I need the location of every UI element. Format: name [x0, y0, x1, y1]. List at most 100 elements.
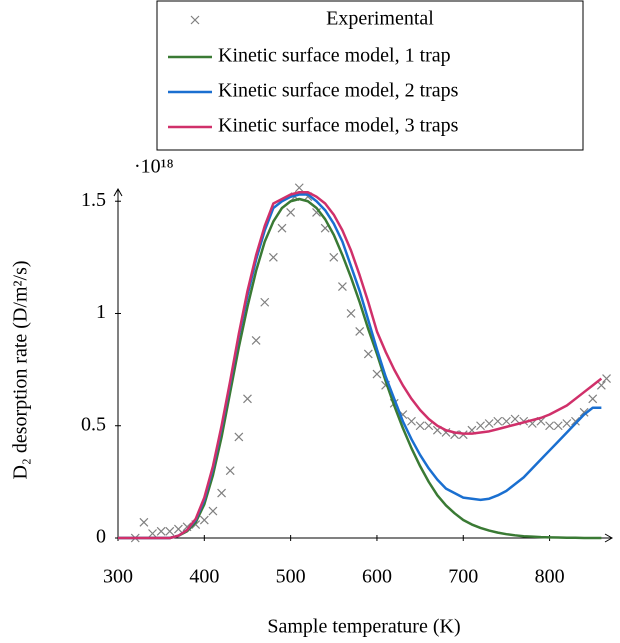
y-axis-arrow [113, 187, 123, 197]
x-tick-label: 400 [189, 566, 219, 588]
scatter-point [363, 349, 373, 359]
cross [588, 394, 598, 404]
scatter-point [407, 416, 416, 426]
x-tick-label: 700 [448, 566, 478, 588]
legend-label: Kinetic surface model, 3 traps [218, 115, 459, 137]
scatter-point [484, 419, 494, 428]
scatter-point [286, 208, 296, 217]
x-tick-label: 500 [276, 566, 306, 588]
cross [424, 421, 434, 431]
cross [346, 309, 356, 318]
cross [493, 416, 503, 426]
scatter-point [148, 529, 157, 538]
cross [602, 374, 611, 384]
x-tick-label: 800 [535, 566, 565, 588]
scatter-point [355, 327, 365, 336]
scatter-point [243, 394, 252, 404]
cross [225, 466, 235, 476]
cross [407, 416, 416, 426]
cross [484, 419, 494, 428]
legend-label: Experimental [326, 8, 434, 30]
scatter-point [553, 421, 563, 431]
cross [545, 421, 555, 431]
y-axis-label: D₂ desorption rate (D/m²/s) [10, 260, 32, 479]
x-axis-arrow [604, 533, 614, 543]
scatter-point [562, 419, 572, 428]
cross [329, 252, 339, 262]
scatter-point [190, 15, 200, 25]
scatter-point [156, 526, 166, 536]
scatter-point [493, 416, 503, 426]
cross [173, 524, 183, 534]
scatter-point [234, 432, 244, 442]
cross [208, 506, 218, 516]
cross [139, 517, 149, 527]
cross [571, 416, 580, 426]
cross [337, 282, 347, 291]
line-series [118, 191, 603, 540]
scatter-point [596, 380, 606, 390]
cross [148, 529, 157, 538]
y-tick-label: 0 [96, 526, 106, 548]
cross [372, 369, 382, 379]
scatter-point [225, 466, 235, 476]
scatter-point [199, 515, 209, 525]
scatter-point [545, 421, 555, 431]
scatter-point [277, 223, 287, 233]
scatter-point [208, 506, 218, 516]
x-tick-label: 600 [362, 566, 392, 588]
cross [476, 421, 485, 431]
scatter-point [139, 517, 149, 527]
cross [355, 327, 365, 336]
y-tick-label: 1 [96, 301, 106, 323]
cross [217, 488, 227, 498]
cross [156, 526, 166, 536]
scatter-point [337, 282, 347, 291]
scatter-point [415, 421, 425, 431]
cross [165, 526, 175, 536]
cross [190, 15, 200, 25]
scatter-point [424, 421, 434, 431]
cross [234, 432, 244, 442]
scatter-point [165, 526, 175, 536]
cross [596, 380, 606, 390]
y-tick-label: 0.5 [81, 413, 106, 435]
cross [277, 223, 287, 233]
cross [562, 419, 572, 428]
scatter-point [260, 297, 270, 307]
cross [501, 416, 511, 426]
scatter-point [579, 407, 589, 417]
scatter-point [346, 309, 356, 318]
cross [251, 336, 261, 345]
line-series [118, 193, 602, 540]
x-axis-label: Sample temperature (K) [267, 616, 460, 638]
cross [294, 183, 304, 193]
line-series [118, 197, 602, 540]
legend-label: Kinetic surface model, 1 trap [218, 45, 451, 67]
x-tick-label: 300 [103, 566, 133, 588]
y-scale-label: ·10¹⁸ [134, 156, 174, 178]
scatter-point [476, 421, 485, 431]
scatter-point [329, 252, 339, 262]
scatter-point [251, 336, 261, 345]
cross [260, 297, 270, 307]
scatter-point [510, 414, 520, 424]
scatter-point [602, 374, 611, 384]
scatter-point [268, 252, 278, 262]
cross [268, 252, 278, 262]
y-tick-label: 1.5 [81, 189, 106, 211]
scatter-point [571, 416, 580, 426]
scatter-point [588, 394, 598, 404]
cross [579, 407, 589, 417]
scatter-point [372, 369, 382, 379]
legend-box [156, 0, 584, 151]
scatter-point [217, 488, 227, 498]
cross [199, 515, 209, 525]
cross [553, 421, 563, 431]
scatter-point [501, 416, 511, 426]
scatter-point [294, 183, 304, 193]
legend-label: Kinetic surface model, 2 traps [218, 80, 459, 102]
scatter-point [173, 524, 183, 534]
cross [286, 208, 296, 217]
